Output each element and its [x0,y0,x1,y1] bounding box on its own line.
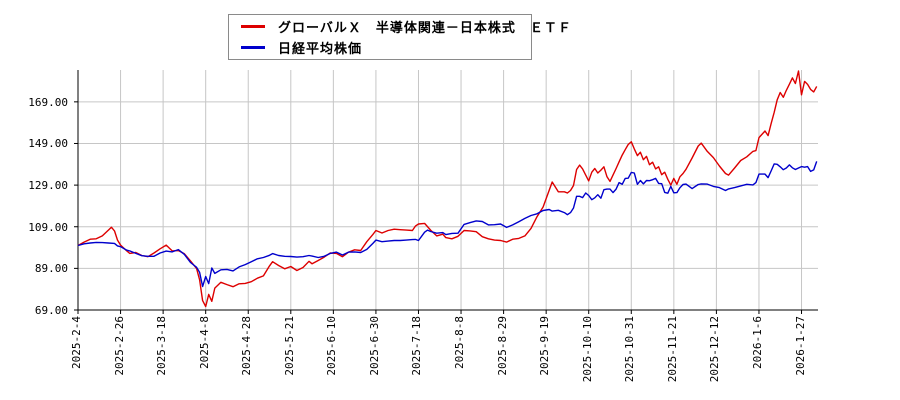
etf-series-line [77,70,818,308]
nikkei-series-line [77,161,818,288]
legend-item-etf: グローバルＸ 半導体関連－日本株式 ＥＴＦ [229,18,571,36]
x-tick-label: 2026-1-6 [750,316,764,369]
y-tick-label: 89.00 [34,262,68,276]
x-tick-label: 2025-9-19 [538,316,552,376]
x-tick-label: 2025-11-21 [665,316,679,383]
x-tick-label: 2025-8-29 [495,316,509,376]
chart-legend: グローバルＸ 半導体関連－日本株式 ＥＴＦ 日経平均株価 [228,14,571,60]
y-tick-label: 169.00 [28,95,68,109]
x-tick-label: 2025-5-21 [282,316,296,376]
y-tick-label: 149.00 [28,137,68,151]
x-tick-label: 2025-6-10 [325,316,339,376]
y-tick-label: 69.00 [34,304,68,317]
y-tick-label: 109.00 [28,220,68,234]
x-tick-label: 2026-1-27 [793,316,807,376]
legend-label-nikkei: 日経平均株価 [278,41,363,56]
y-tick-label: 129.00 [28,179,68,193]
x-tick-label: 2025-2-4 [70,316,83,369]
x-tick-label: 2025-7-18 [410,316,424,376]
x-tick-label: 2025-10-10 [580,316,594,383]
x-tick-label: 2025-12-12 [708,316,722,383]
x-tick-label: 2025-2-26 [112,316,126,376]
x-tick-label: 2025-3-18 [155,316,169,376]
x-tick-label: 2025-4-28 [240,316,254,376]
etf-line-swatch [241,25,265,28]
x-tick-label: 2025-10-31 [623,316,637,383]
x-tick-label: 2025-8-8 [453,316,467,369]
legend-label-etf: グローバルＸ 半導体関連－日本株式 ＥＴＦ [278,20,572,35]
x-tick-label: 2025-4-8 [197,316,211,369]
legend-item-nikkei: 日経平均株価 [229,39,531,57]
x-tick-label: 2025-6-30 [367,316,381,376]
nikkei-line-swatch [241,46,265,49]
